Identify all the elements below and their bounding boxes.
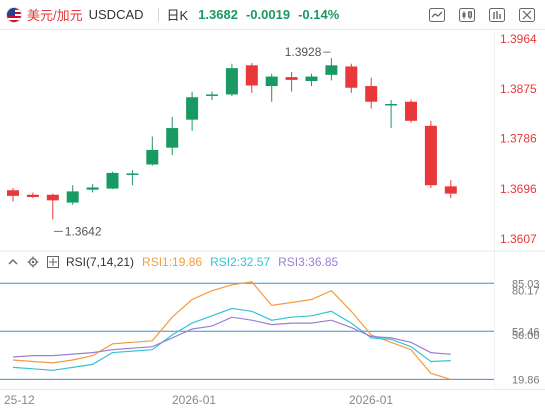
period-selector[interactable]: 日K bbox=[167, 5, 189, 24]
candle-body bbox=[245, 65, 258, 86]
candle bbox=[405, 99, 417, 123]
candle-body bbox=[405, 101, 417, 121]
usd-cad-flag-icon bbox=[6, 6, 22, 23]
candle-chart-icon[interactable] bbox=[457, 6, 477, 24]
rsi-indicator-name: RSI(7,14,21) bbox=[66, 255, 135, 269]
candle bbox=[7, 188, 19, 202]
candle-body bbox=[206, 94, 218, 96]
candle bbox=[385, 100, 398, 129]
candle bbox=[424, 120, 437, 189]
rsi2-value: RSI2:32.57 bbox=[210, 255, 271, 269]
price-tick-label: 1.3875 bbox=[500, 82, 537, 96]
rsi-level-label: 50.00 bbox=[512, 330, 540, 342]
candle-body bbox=[345, 66, 358, 88]
header-bar: 美元/加元 USDCAD 日K 1.3682 -0.0019 -0.14% bbox=[0, 0, 545, 30]
rsi-level-label: 85.03 bbox=[512, 278, 540, 290]
candle-body bbox=[126, 173, 139, 175]
high-price-annotation: 1.3928 bbox=[285, 45, 322, 59]
rsi-level-label: 19.86 bbox=[512, 374, 540, 386]
symbol-name-cn[interactable]: 美元/加元 bbox=[27, 8, 83, 23]
line-chart-icon[interactable] bbox=[427, 6, 447, 24]
candle-body bbox=[166, 128, 179, 148]
last-price: 1.3682 bbox=[198, 7, 238, 22]
candle bbox=[265, 73, 278, 102]
candle bbox=[186, 91, 199, 131]
candle bbox=[46, 193, 59, 220]
header-divider bbox=[157, 7, 159, 22]
fullscreen-icon[interactable] bbox=[517, 6, 537, 24]
candle bbox=[26, 192, 39, 199]
period-label: 日K bbox=[166, 8, 189, 23]
rsi3-value: RSI3:36.85 bbox=[278, 255, 339, 269]
rsi1-value: RSI1:19.86 bbox=[142, 255, 203, 269]
candle bbox=[106, 171, 119, 190]
time-tick-label: 2026-01 bbox=[172, 393, 216, 407]
candle bbox=[126, 170, 139, 186]
settings-gear-icon[interactable] bbox=[26, 255, 40, 269]
candle bbox=[245, 63, 258, 93]
candle-body bbox=[186, 97, 199, 120]
rsi-level-label: 80.17 bbox=[512, 285, 540, 297]
candle-body bbox=[7, 190, 19, 196]
candle-body bbox=[86, 187, 99, 190]
price-tick-label: 1.3964 bbox=[500, 32, 537, 46]
symbol-code[interactable]: USDCAD bbox=[88, 7, 144, 22]
rsi-series-rsi2 bbox=[12, 307, 451, 371]
candle-body bbox=[106, 172, 119, 189]
rsi-series-rsi1 bbox=[12, 281, 451, 380]
candle-body bbox=[325, 65, 338, 75]
candle-body bbox=[305, 76, 318, 82]
indicator-toggle-icon[interactable] bbox=[46, 255, 60, 269]
candle-body bbox=[66, 191, 79, 203]
candle-body bbox=[444, 186, 457, 194]
rsi-series-rsi3 bbox=[12, 316, 451, 358]
price-change: -0.0019 bbox=[245, 7, 291, 22]
price-tick-label: 1.3607 bbox=[500, 232, 537, 246]
candle bbox=[345, 63, 358, 93]
candle bbox=[86, 184, 99, 193]
candle bbox=[305, 73, 318, 87]
candle bbox=[146, 136, 159, 166]
low-price-annotation: 1.3642 bbox=[65, 224, 102, 238]
candle bbox=[206, 91, 218, 101]
time-tick-label: 25-12 bbox=[4, 393, 35, 407]
time-tick-label: 2026-01 bbox=[349, 393, 393, 407]
price-tick-label: 1.3786 bbox=[500, 132, 537, 146]
candle-body bbox=[146, 149, 159, 165]
candle bbox=[365, 77, 378, 109]
chart-toolbar bbox=[427, 6, 537, 24]
candle bbox=[325, 58, 338, 81]
rsi-level-label: 52.46 bbox=[512, 326, 540, 338]
candle bbox=[166, 116, 179, 155]
rsi-legend: RSI(7,14,21) RSI1:19.86 RSI2:32.57 RSI3:… bbox=[0, 253, 338, 271]
candle bbox=[444, 180, 457, 199]
candle-body bbox=[265, 76, 278, 87]
candle-body bbox=[26, 194, 39, 197]
candle-body bbox=[225, 68, 238, 95]
candle-body bbox=[46, 194, 59, 201]
candle-body bbox=[365, 86, 378, 102]
collapse-icon[interactable] bbox=[6, 255, 20, 269]
candle bbox=[225, 63, 238, 97]
price-tick-label: 1.3696 bbox=[500, 182, 537, 196]
indicator-icon[interactable] bbox=[487, 6, 507, 24]
candle-body bbox=[424, 125, 437, 186]
candle-body bbox=[385, 103, 398, 106]
candle bbox=[285, 72, 298, 92]
candle bbox=[66, 185, 79, 205]
candle-body bbox=[285, 77, 298, 80]
price-change-percent: -0.14% bbox=[298, 7, 340, 22]
